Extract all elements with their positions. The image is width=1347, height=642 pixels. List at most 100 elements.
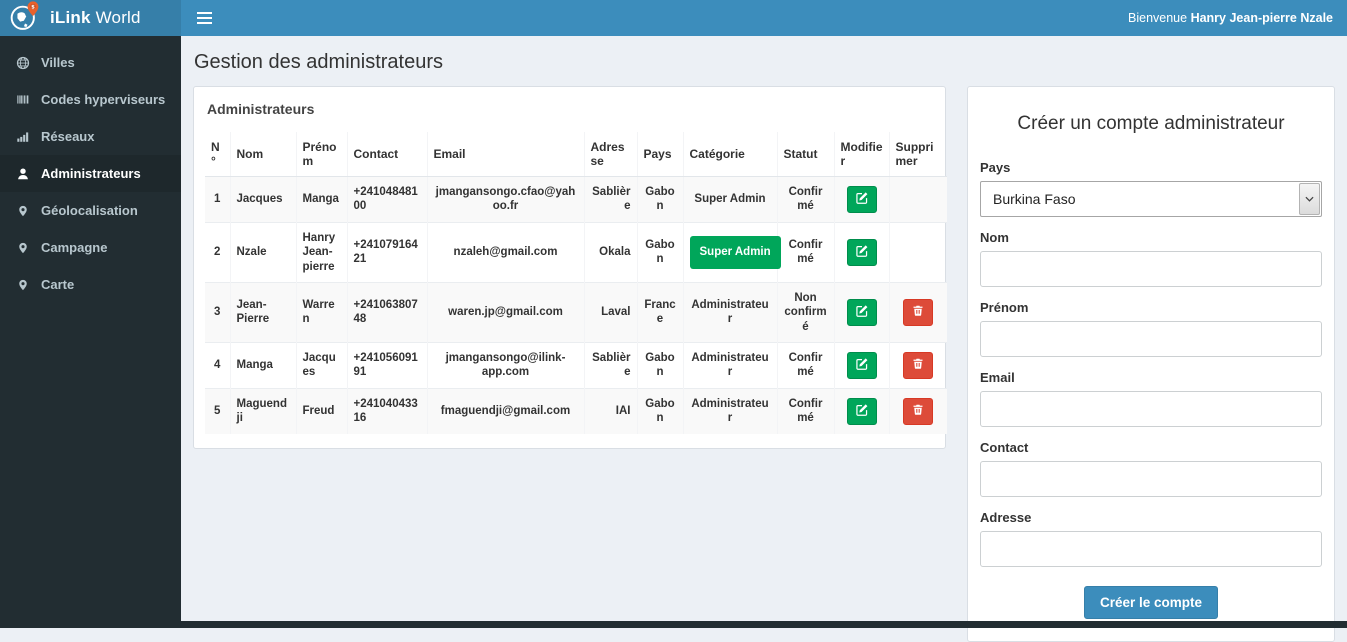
form-group-contact: Contact bbox=[980, 440, 1322, 497]
map-marker-icon bbox=[15, 241, 30, 255]
brand-title: iLink World bbox=[50, 8, 141, 28]
cell-categorie: Administrateur bbox=[683, 388, 777, 433]
adresse-label: Adresse bbox=[980, 510, 1322, 525]
form-group-pays: Pays Burkina Faso bbox=[980, 160, 1322, 217]
administrators-panel-title: Administrateurs bbox=[205, 97, 934, 132]
cell-modifier bbox=[834, 388, 889, 433]
sidebar-item-label: Géolocalisation bbox=[41, 203, 138, 218]
edit-icon bbox=[855, 304, 869, 321]
cell-supprimer bbox=[889, 177, 947, 223]
column-header-contact: Contact bbox=[347, 132, 427, 177]
contact-input[interactable] bbox=[980, 461, 1322, 497]
email-label: Email bbox=[980, 370, 1322, 385]
cell-statut: Confirmé bbox=[777, 177, 834, 223]
trash-icon bbox=[912, 304, 924, 320]
edit-button[interactable] bbox=[847, 299, 877, 326]
welcome-user-name: Hanry Jean-pierre Nzale bbox=[1191, 11, 1333, 25]
welcome-user[interactable]: Bienvenue Hanry Jean-pierre Nzale bbox=[1128, 11, 1347, 25]
barcode-icon bbox=[15, 93, 30, 107]
cell-statut: Non confirmé bbox=[777, 282, 834, 342]
email-input[interactable] bbox=[980, 391, 1322, 427]
chevron-down-icon bbox=[1299, 183, 1320, 215]
column-header-pays: Pays bbox=[637, 132, 683, 177]
cell-contact: +24105609191 bbox=[347, 343, 427, 389]
cell-nom: Jean-Pierre bbox=[230, 282, 296, 342]
column-header-num: N° bbox=[205, 132, 230, 177]
adresse-input[interactable] bbox=[980, 531, 1322, 567]
cell-statut: Confirmé bbox=[777, 222, 834, 282]
delete-button[interactable] bbox=[903, 299, 933, 326]
cell-prenom: Jacques bbox=[296, 343, 347, 389]
delete-button[interactable] bbox=[903, 398, 933, 425]
nom-label: Nom bbox=[980, 230, 1322, 245]
app-logo[interactable]: $ iLink World bbox=[0, 0, 181, 36]
cell-prenom: Freud bbox=[296, 388, 347, 433]
cell-num: 5 bbox=[205, 388, 230, 433]
cell-pays: Gabon bbox=[637, 222, 683, 282]
pays-label: Pays bbox=[980, 160, 1322, 175]
edit-icon bbox=[855, 191, 869, 208]
cell-modifier bbox=[834, 222, 889, 282]
top-navbar: $ iLink World Bienvenue Hanry Jean-pierr… bbox=[0, 0, 1347, 36]
prenom-input[interactable] bbox=[980, 321, 1322, 357]
cell-contact: +24104848100 bbox=[347, 177, 427, 223]
column-header-nom: Nom bbox=[230, 132, 296, 177]
cell-contact: +24107916421 bbox=[347, 222, 427, 282]
cell-pays: Gabon bbox=[637, 177, 683, 223]
sidebar-item-label: Codes hyperviseurs bbox=[41, 92, 165, 107]
trash-icon bbox=[912, 357, 924, 373]
sidebar-item-villes[interactable]: Villes bbox=[0, 44, 181, 81]
cell-adresse: Sablière bbox=[584, 343, 637, 389]
cell-prenom: Warren bbox=[296, 282, 347, 342]
cell-prenom: Hanry Jean-pierre bbox=[296, 222, 347, 282]
nom-input[interactable] bbox=[980, 251, 1322, 287]
edit-button[interactable] bbox=[847, 352, 877, 379]
cell-contact: +24104043316 bbox=[347, 388, 427, 433]
edit-button[interactable] bbox=[847, 186, 877, 213]
cell-nom: Jacques bbox=[230, 177, 296, 223]
sidebar-item-label: Administrateurs bbox=[41, 166, 141, 181]
form-group-adresse: Adresse bbox=[980, 510, 1322, 567]
sidebar-item-geolocalisation[interactable]: Géolocalisation bbox=[0, 192, 181, 229]
signal-bars-icon bbox=[15, 130, 30, 144]
delete-button[interactable] bbox=[903, 352, 933, 379]
sidebar-item-carte[interactable]: Carte bbox=[0, 266, 181, 303]
sidebar-item-label: Carte bbox=[41, 277, 74, 292]
cell-modifier bbox=[834, 343, 889, 389]
edit-icon bbox=[855, 357, 869, 374]
super-admin-badge[interactable]: Super Admin bbox=[690, 236, 781, 268]
column-header-statut: Statut bbox=[777, 132, 834, 177]
pays-select[interactable]: Burkina Faso bbox=[980, 181, 1322, 217]
page-title: Gestion des administrateurs bbox=[194, 51, 1334, 74]
sidebar-toggle-hamburger-icon[interactable] bbox=[181, 0, 227, 36]
column-header-email: Email bbox=[427, 132, 584, 177]
cell-nom: Maguendji bbox=[230, 388, 296, 433]
cell-pays: France bbox=[637, 282, 683, 342]
cell-statut: Confirmé bbox=[777, 343, 834, 389]
cell-email: jmangansongo@ilink-app.com bbox=[427, 343, 584, 389]
create-account-button[interactable]: Créer le compte bbox=[1084, 586, 1218, 619]
cell-adresse: Okala bbox=[584, 222, 637, 282]
cell-categorie: Super Admin bbox=[683, 177, 777, 223]
edit-button[interactable] bbox=[847, 398, 877, 425]
welcome-prefix: Bienvenue bbox=[1128, 11, 1191, 25]
sidebar-item-administrateurs[interactable]: Administrateurs bbox=[0, 155, 181, 192]
column-header-adresse: Adresse bbox=[584, 132, 637, 177]
sidebar-item-codes-hyperviseurs[interactable]: Codes hyperviseurs bbox=[0, 81, 181, 118]
cell-prenom: Manga bbox=[296, 177, 347, 223]
cell-pays: Gabon bbox=[637, 343, 683, 389]
column-header-prenom: Prénom bbox=[296, 132, 347, 177]
cell-adresse: Laval bbox=[584, 282, 637, 342]
cell-modifier bbox=[834, 282, 889, 342]
edit-icon bbox=[855, 403, 869, 420]
globe-icon bbox=[15, 56, 30, 70]
cell-nom: Manga bbox=[230, 343, 296, 389]
sidebar-item-reseaux[interactable]: Réseaux bbox=[0, 118, 181, 155]
edit-button[interactable] bbox=[847, 239, 877, 266]
sidebar-item-campagne[interactable]: Campagne bbox=[0, 229, 181, 266]
map-marker-icon bbox=[15, 204, 30, 218]
